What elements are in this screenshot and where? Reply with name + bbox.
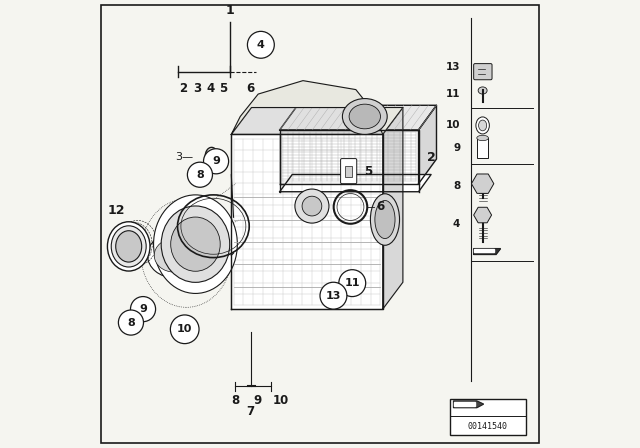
Text: 13: 13: [445, 62, 460, 72]
Text: 5: 5: [364, 164, 372, 178]
Polygon shape: [383, 108, 403, 309]
Text: 9: 9: [212, 156, 220, 166]
Ellipse shape: [111, 226, 146, 267]
Text: 6: 6: [376, 200, 384, 214]
FancyBboxPatch shape: [340, 159, 356, 184]
Text: 3: 3: [193, 82, 201, 95]
Text: 2: 2: [427, 151, 435, 164]
Circle shape: [302, 196, 322, 216]
Ellipse shape: [161, 206, 230, 282]
Ellipse shape: [478, 87, 487, 94]
Circle shape: [295, 189, 329, 223]
Text: 3—: 3—: [175, 152, 194, 162]
Ellipse shape: [479, 120, 486, 131]
Ellipse shape: [375, 201, 395, 238]
Text: 13: 13: [326, 291, 341, 301]
Text: 7: 7: [246, 405, 255, 418]
Circle shape: [170, 315, 199, 344]
Polygon shape: [280, 175, 431, 192]
Ellipse shape: [349, 104, 380, 129]
Bar: [345, 166, 352, 177]
Text: 1: 1: [225, 4, 234, 17]
Ellipse shape: [476, 117, 490, 134]
Bar: [231, 134, 383, 309]
Ellipse shape: [154, 238, 195, 272]
Text: 4: 4: [453, 219, 460, 229]
Bar: [477, 138, 488, 158]
Ellipse shape: [371, 194, 399, 246]
Ellipse shape: [171, 217, 220, 271]
Circle shape: [188, 162, 212, 187]
Text: 10: 10: [177, 324, 193, 334]
Ellipse shape: [148, 233, 201, 278]
Text: 10: 10: [445, 121, 460, 130]
Bar: [280, 130, 419, 184]
Text: 9: 9: [253, 394, 261, 407]
Text: 10: 10: [273, 394, 289, 407]
Circle shape: [118, 310, 143, 335]
Polygon shape: [454, 401, 484, 408]
Text: 6: 6: [246, 82, 255, 95]
Polygon shape: [474, 249, 500, 254]
Polygon shape: [280, 105, 436, 130]
Bar: [450, 399, 526, 435]
Ellipse shape: [116, 231, 141, 262]
Text: 8: 8: [231, 394, 239, 407]
Text: 4: 4: [257, 40, 265, 50]
Text: 8: 8: [196, 170, 204, 180]
Polygon shape: [231, 108, 403, 134]
Ellipse shape: [342, 99, 387, 134]
Polygon shape: [454, 402, 475, 406]
Text: 8: 8: [453, 181, 460, 191]
Circle shape: [339, 270, 365, 297]
Text: 00141540: 00141540: [468, 422, 508, 431]
Circle shape: [248, 31, 275, 58]
Text: 8: 8: [127, 318, 135, 327]
Polygon shape: [474, 249, 494, 252]
Ellipse shape: [477, 135, 488, 141]
Text: 2: 2: [179, 82, 188, 95]
Circle shape: [131, 297, 156, 322]
Text: 5: 5: [220, 82, 228, 95]
Text: 11: 11: [445, 89, 460, 99]
Text: 4: 4: [206, 82, 214, 95]
Ellipse shape: [108, 222, 150, 271]
Text: 11: 11: [344, 278, 360, 288]
Text: 12: 12: [108, 204, 125, 217]
Ellipse shape: [154, 195, 237, 293]
FancyBboxPatch shape: [474, 64, 492, 80]
Circle shape: [320, 282, 347, 309]
Polygon shape: [231, 81, 403, 134]
Text: 9: 9: [139, 304, 147, 314]
Text: 9: 9: [453, 143, 460, 153]
Circle shape: [204, 149, 228, 174]
Polygon shape: [419, 105, 436, 184]
